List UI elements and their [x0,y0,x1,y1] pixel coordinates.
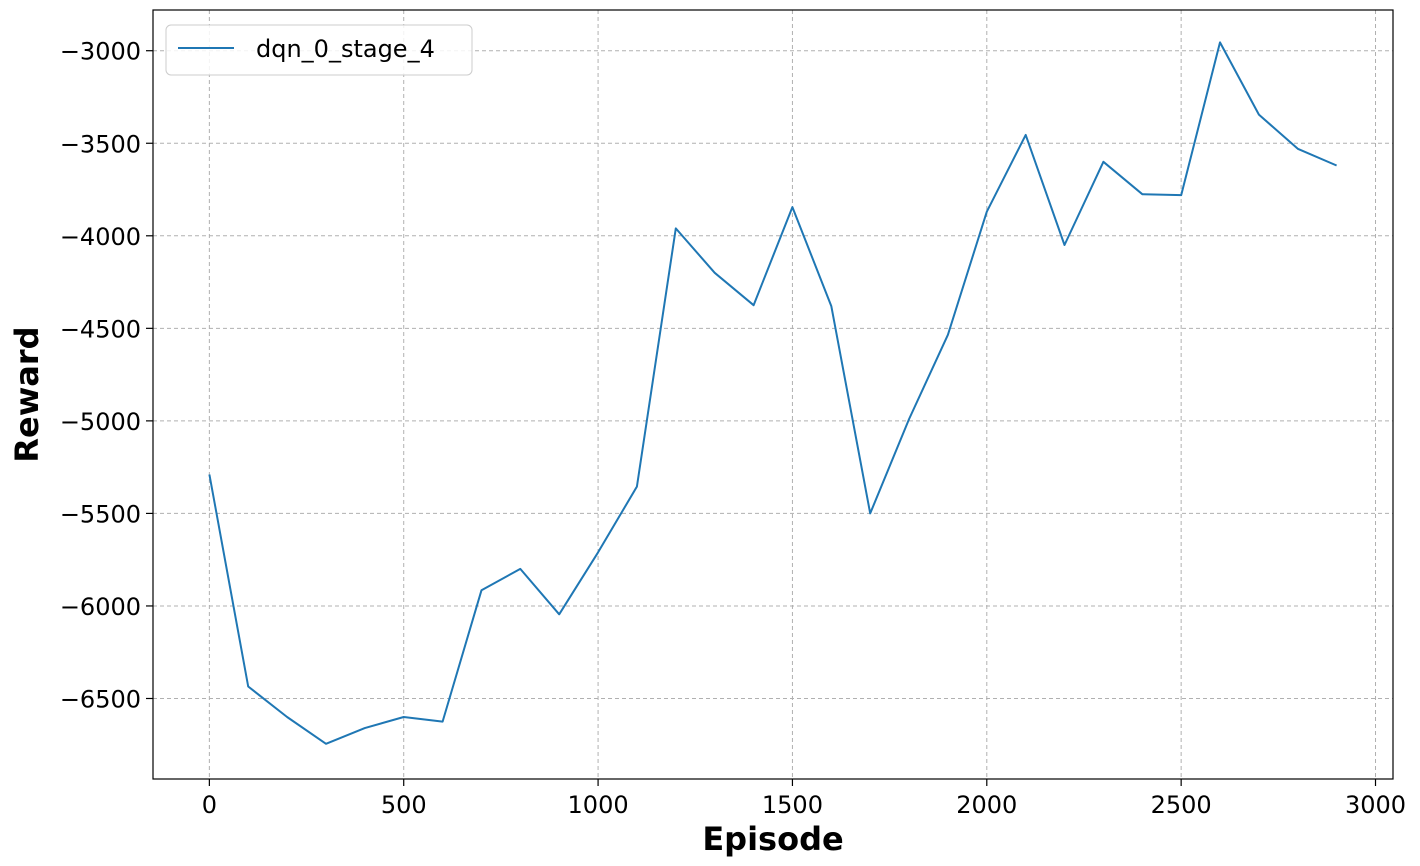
y-tick-label: −4000 [60,223,141,251]
y-tick-label: −5500 [60,500,141,528]
x-tick-label: 1500 [762,791,823,819]
x-axis-title: Episode [702,820,843,858]
series-line [208,41,1337,745]
y-tick-label: −3500 [60,130,141,158]
legend-box [165,24,473,76]
legend: dqn_0_stage_4 [165,24,473,76]
y-tick-label: −6000 [60,593,141,621]
x-tick-label: 3000 [1345,791,1406,819]
legend-label: dqn_0_stage_4 [256,35,435,63]
x-tick-label: 2500 [1151,791,1212,819]
y-tick-label: −6500 [60,685,141,713]
x-tick-label: 1000 [568,791,629,819]
y-tick-label: −3000 [60,38,141,66]
grid [153,10,1393,779]
x-tick-label: 500 [381,791,427,819]
ticks: 0 500 1000 1500 2000 2500 3000 −3000 −3500 −4000 −… [60,38,1406,819]
y-tick-label: −4500 [60,315,141,343]
y-axis-title: Reward [8,326,46,462]
plot-frame [152,9,1394,780]
series-layer [208,41,1337,745]
x-tick-label: 2000 [956,791,1017,819]
x-tick-label: 0 [202,791,217,819]
y-tick-label: −5000 [60,408,141,436]
